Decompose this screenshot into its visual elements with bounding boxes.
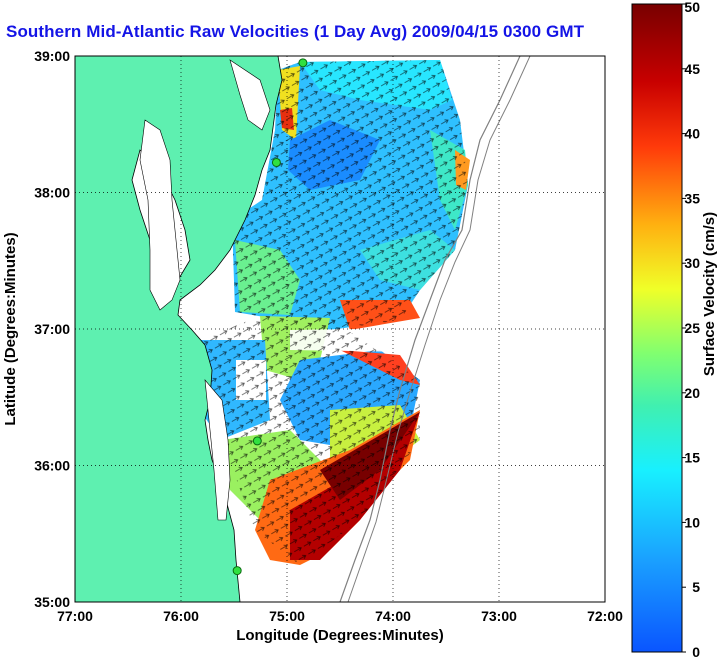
y-tick-label: 37:00	[34, 321, 70, 337]
colorbar-tick-label: 40	[684, 126, 700, 142]
bathymetry-contour-2	[347, 56, 531, 602]
colorbar-ticks: 0 5 10 15 20 25 30 35 40 45 50	[682, 0, 700, 659]
station-marker-outer-banks-south	[232, 566, 242, 576]
colorbar	[631, 3, 683, 653]
colorbar-tick-label: 10	[684, 514, 700, 530]
y-tick-label: 36:00	[34, 458, 70, 474]
colorbar-tick-label: 50	[684, 0, 700, 15]
colorbar-tick-label: 20	[684, 385, 700, 401]
x-tick-label: 72:00	[587, 608, 623, 624]
x-tick-labels: 77:00 76:00 75:00 74:00 73:00 72:00	[57, 608, 623, 624]
y-tick-label: 39:00	[34, 48, 70, 64]
x-tick-label: 74:00	[375, 608, 411, 624]
colorbar-tick-label: 35	[684, 190, 700, 206]
colorbar-tick-label: 15	[684, 450, 700, 466]
chesapeake-bay	[139, 119, 181, 311]
map-title: Southern Mid-Atlantic Raw Velocities (1 …	[6, 22, 585, 41]
x-tick-label: 73:00	[481, 608, 517, 624]
plot-frame	[74, 55, 606, 603]
colorbar-tick-label: 0	[692, 644, 700, 659]
y-tick-labels: 39:00 38:00 37:00 36:00 35:00	[34, 48, 70, 610]
bathymetry-contour	[339, 56, 521, 602]
x-tick-label: 75:00	[269, 608, 305, 624]
x-tick-label: 76:00	[163, 608, 199, 624]
delaware-bay	[229, 59, 271, 131]
x-axis-label: Longitude (Degrees:Minutes)	[236, 627, 444, 644]
station-marker-north	[298, 58, 308, 68]
station-marker-mid-delmarva	[271, 157, 281, 167]
colorbar-tick-label: 25	[684, 320, 700, 336]
y-tick-label: 35:00	[34, 594, 70, 610]
y-axis-label: Latitude (Degrees:Minutes)	[2, 232, 19, 425]
grid	[75, 56, 605, 602]
y-tick-label: 38:00	[34, 185, 70, 201]
colorbar-tick-label: 30	[684, 255, 700, 271]
x-tick-label: 77:00	[57, 608, 93, 624]
colorbar-tick-label: 45	[684, 61, 700, 77]
colorbar-label: Surface Velocity (cm/s)	[701, 212, 718, 376]
velocity-vectors	[200, 60, 468, 565]
radar-stations	[232, 58, 308, 576]
colorbar-tick-label: 5	[692, 579, 700, 595]
pamlico-sound	[204, 379, 231, 521]
station-marker-outer-banks-north	[252, 436, 262, 446]
